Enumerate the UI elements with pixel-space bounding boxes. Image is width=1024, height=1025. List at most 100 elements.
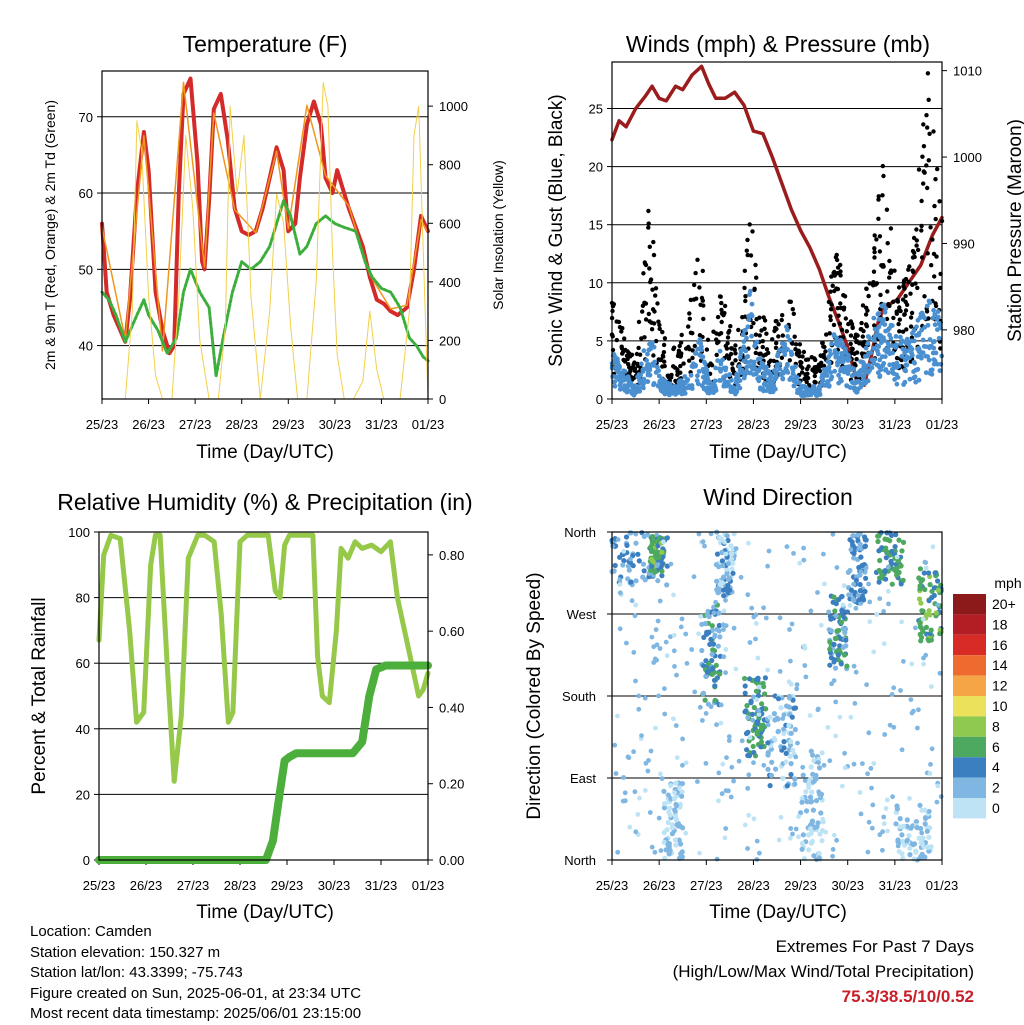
wind-point	[738, 348, 744, 353]
direction-point	[889, 692, 895, 697]
gust-point	[907, 264, 912, 269]
x-tick-label: 30/23	[831, 878, 864, 893]
direction-point	[701, 634, 707, 641]
wind-point	[618, 386, 624, 392]
direction-point	[660, 539, 666, 545]
extremes-legend: (High/Low/Max Wind/Total Precipitation)	[672, 962, 974, 981]
gust-point	[910, 255, 916, 260]
wind-point	[612, 379, 618, 385]
gust-point	[719, 319, 724, 325]
gust-point	[919, 223, 924, 229]
chart-title: Winds (mph) & Pressure (mb)	[626, 31, 930, 57]
gust-point	[647, 244, 652, 249]
direction-point	[726, 561, 732, 567]
direction-point	[885, 564, 891, 570]
wind-point	[785, 334, 791, 339]
direction-point	[715, 643, 721, 649]
wind-point	[729, 377, 734, 383]
gust-point	[730, 361, 735, 366]
direction-point	[858, 569, 864, 575]
latlon-text: Station lat/lon: 43.3399; -75.743	[30, 964, 243, 981]
wind-point	[909, 346, 915, 352]
wind-point	[622, 383, 628, 388]
direction-point	[851, 663, 857, 669]
direction-point	[719, 558, 726, 564]
wind-point	[824, 366, 829, 372]
gust-point	[643, 262, 649, 268]
gust-point	[937, 285, 943, 291]
wind-point	[659, 383, 665, 388]
direction-point	[719, 791, 725, 797]
direction-point	[789, 621, 795, 627]
direction-point	[888, 532, 895, 539]
gust-point	[622, 336, 627, 341]
direction-point	[626, 755, 632, 761]
direction-point	[633, 602, 639, 608]
direction-point	[884, 530, 890, 536]
gust-point	[848, 341, 853, 347]
wind-point	[615, 359, 621, 365]
wind-point	[790, 367, 796, 373]
direction-point	[765, 740, 771, 746]
gust-point	[877, 234, 883, 239]
wind-point	[666, 392, 672, 398]
direction-point	[899, 548, 905, 554]
gust-point	[931, 129, 936, 134]
direction-point	[630, 563, 636, 569]
direction-point	[848, 547, 854, 552]
direction-point	[840, 644, 846, 651]
gust-point	[820, 340, 825, 345]
direction-point	[622, 790, 628, 796]
direction-point	[754, 838, 760, 844]
direction-point	[749, 605, 755, 611]
direction-point	[711, 677, 718, 683]
direction-point	[620, 562, 626, 568]
direction-point	[800, 772, 806, 778]
direction-point	[908, 697, 914, 702]
colorbar-swatch	[953, 675, 986, 696]
wind-point	[930, 339, 936, 345]
wind-point	[887, 362, 893, 368]
gust-point	[813, 380, 818, 385]
x-tick-label: 26/23	[132, 417, 165, 432]
wind-point	[744, 370, 750, 376]
y-tick-label: 40	[79, 339, 93, 354]
gust-point	[878, 292, 883, 298]
direction-point	[704, 669, 710, 675]
direction-point	[742, 675, 748, 682]
direction-point	[745, 592, 751, 598]
direction-point	[827, 646, 833, 652]
direction-point	[865, 771, 870, 777]
gust-point	[642, 335, 647, 340]
direction-point	[617, 590, 623, 596]
direction-point	[744, 703, 750, 709]
direction-point	[889, 581, 895, 587]
gust-point	[903, 293, 908, 299]
wind-point	[858, 359, 864, 364]
direction-point	[869, 825, 875, 831]
gust-point	[745, 237, 750, 243]
direction-point	[700, 690, 706, 697]
wind-point	[918, 354, 924, 360]
gust-point	[872, 246, 877, 251]
gust-point	[823, 349, 828, 354]
y2-tick-label: 0.60	[439, 624, 464, 639]
direction-point	[800, 764, 806, 770]
direction-point	[767, 714, 773, 720]
direction-point	[917, 566, 924, 572]
wind-point	[918, 311, 924, 317]
wind-point	[902, 367, 908, 373]
direction-point	[919, 830, 925, 836]
wind-point	[689, 386, 695, 391]
direction-point	[842, 750, 847, 756]
direction-point	[658, 564, 664, 570]
direction-point	[935, 578, 941, 584]
direction-point	[758, 739, 765, 745]
wind-point	[855, 386, 861, 392]
wind-point	[783, 366, 789, 371]
direction-point	[860, 761, 865, 766]
direction-point	[708, 636, 714, 643]
direction-point	[918, 600, 924, 606]
x-tick-label: 28/23	[225, 417, 258, 432]
direction-point	[794, 686, 800, 692]
